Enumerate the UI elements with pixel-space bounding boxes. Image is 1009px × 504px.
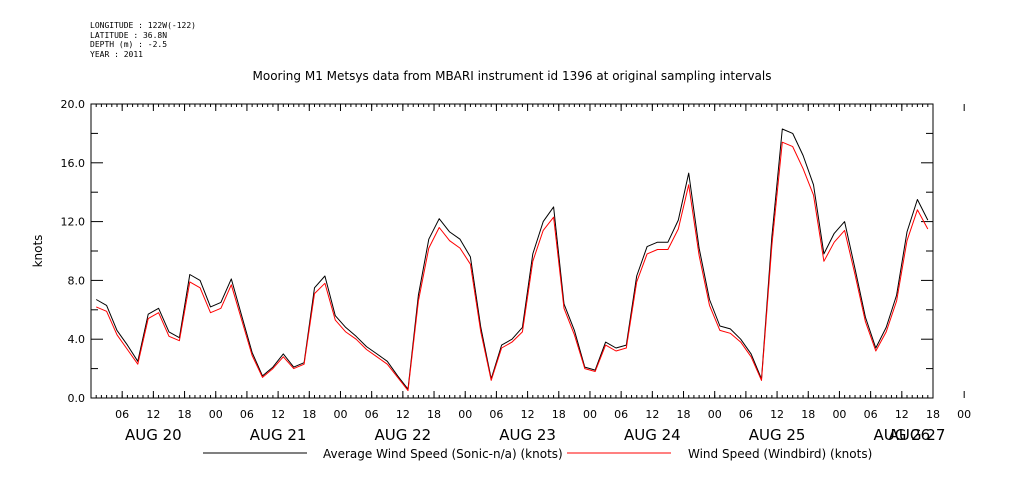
metadata-block: LONGITUDE : 122W(-122) LATITUDE : 36.8N … [90,21,196,59]
y-tick-label: 8.0 [68,274,86,287]
x-tick-label: 06 [614,408,628,421]
y-tick-label: 12.0 [61,216,86,229]
x-tick-label: 18 [427,408,441,421]
chart-title: Mooring M1 Metsys data from MBARI instru… [253,69,772,83]
x-tick-label: 00 [708,408,722,421]
y-tick-label: 16.0 [61,157,86,170]
x-tick-label: 00 [832,408,846,421]
x-day-label: AUG 25 [749,426,806,444]
legend: Average Wind Speed (Sonic-n/a) (knots) W… [203,447,872,461]
x-tick-label: 12 [645,408,659,421]
axes-layer: 0.0 4.0 8.0 12.0 16.0 20.0 06 12 18 00 06 12 18 00 06 1… [61,98,972,444]
x-tick-label: 00 [957,408,971,421]
x-day-label: AUG 21 [250,426,307,444]
x-tick-label: 18 [552,408,566,421]
meta-longitude: LONGITUDE : 122W(-122) [90,21,196,30]
x-day-label: AUG 24 [624,426,681,444]
series-average-wind-speed-line [95,128,929,390]
meta-latitude: LATITUDE : 36.8N [90,30,168,40]
x-tick-label: 12 [770,408,784,421]
x-tick-label: 18 [302,408,316,421]
x-day-label: AUG 23 [499,426,556,444]
x-day-label: AUG 26 [873,426,930,444]
x-tick-label: 06 [115,408,129,421]
x-tick-label: 18 [926,408,940,421]
x-tick-label: 00 [583,408,597,421]
meta-depth: DEPTH (m) : -2.5 [90,40,168,49]
x-day-label: AUG 27 [889,426,946,444]
meta-year: YEAR : 2011 [90,49,143,59]
x-tick-label: 06 [240,408,254,421]
x-tick-label: 12 [146,408,160,421]
series-layer [95,128,929,392]
y-tick-label: 20.0 [61,98,86,111]
x-tick-label: 18 [178,408,192,421]
x-tick-label: 12 [895,408,909,421]
y-axis-label: knots [31,235,45,268]
x-tick-label: 00 [333,408,347,421]
x-tick-label: 06 [739,408,753,421]
x-tick-label: 06 [864,408,878,421]
plot-frame [90,103,934,399]
x-day-label: AUG 20 [125,426,182,444]
x-tick-label: 12 [271,408,285,421]
x-tick-label: 18 [801,408,815,421]
series-windbird-wind-speed-line [96,141,929,392]
x-tick-label: 06 [489,408,503,421]
legend-label-average: Average Wind Speed (Sonic-n/a) (knots) [323,447,563,461]
x-tick-label: 18 [677,408,691,421]
y-tick-label: 4.0 [68,333,86,346]
x-tick-label: 12 [521,408,535,421]
x-day-label: AUG 22 [374,426,431,444]
x-tick-label: 00 [458,408,472,421]
x-tick-label: 06 [365,408,379,421]
x-tick-label: 12 [396,408,410,421]
x-tick-label: 00 [209,408,223,421]
legend-label-windbird: Wind Speed (Windbird) (knots) [688,447,872,461]
y-tick-label: 0.0 [68,392,86,405]
